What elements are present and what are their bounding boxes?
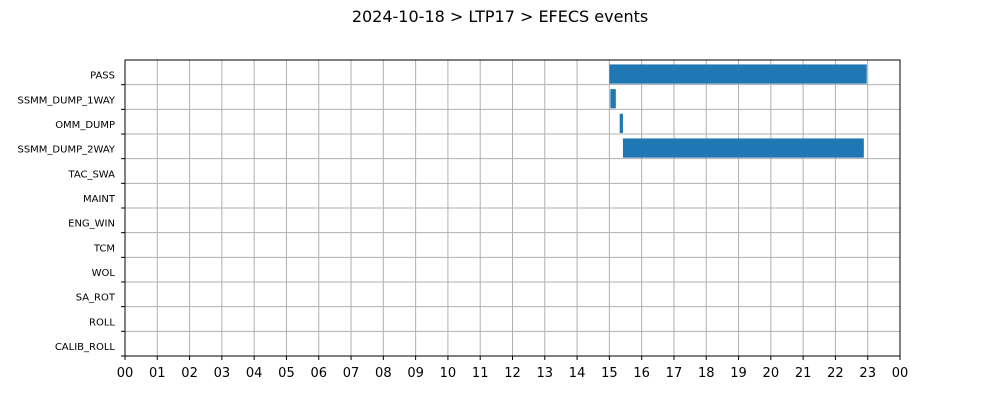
x-tick-label: 05: [278, 366, 295, 381]
x-tick-label: 20: [763, 366, 780, 381]
bars: [609, 64, 867, 158]
x-tick-label: 09: [407, 366, 424, 381]
x-tick-label: 04: [246, 366, 263, 381]
y-tick-label: SSMM_DUMP_2WAY: [17, 145, 115, 156]
x-tick-label: 14: [569, 366, 586, 381]
x-tick-label: 00: [892, 366, 909, 381]
x-tick-label: 07: [343, 366, 360, 381]
event-bar: [609, 64, 867, 84]
x-tick-label: 19: [730, 366, 747, 381]
y-tick-label: TCM: [93, 243, 115, 254]
x-tick-label: 06: [310, 366, 327, 381]
y-tick-label: PASS: [90, 71, 115, 82]
x-tick-label: 12: [504, 366, 521, 381]
x-tick-label: 13: [537, 366, 554, 381]
grid: [125, 60, 900, 356]
x-tick-label: 16: [633, 366, 650, 381]
x-tick-label: 02: [181, 366, 198, 381]
x-tick-label: 17: [666, 366, 683, 381]
x-tick-label: 22: [827, 366, 844, 381]
x-tick-label: 15: [601, 366, 618, 381]
y-tick-label: CALIB_ROLL: [55, 342, 116, 353]
event-bar: [619, 113, 623, 134]
x-tick-label: 21: [795, 366, 812, 381]
event-bar: [622, 138, 864, 158]
y-tick-label: SA_ROT: [76, 293, 116, 304]
x-tick-label: 11: [472, 366, 489, 381]
y-tick-label: MAINT: [83, 194, 116, 205]
y-tick-label: OMM_DUMP: [55, 120, 115, 131]
y-tick-label: ENG_WIN: [68, 219, 115, 230]
y-tick-label: WOL: [92, 268, 116, 279]
y-axis: PASS SSMM_DUMP_1WAY OMM_DUMP SSMM_DUMP_2WAY…: [17, 71, 125, 357]
x-tick-label: 18: [698, 366, 715, 381]
x-tick-label: 08: [375, 366, 392, 381]
y-tick-label: ROLL: [89, 317, 115, 328]
event-bar: [610, 89, 616, 109]
y-tick-label: SSMM_DUMP_1WAY: [17, 95, 115, 106]
y-tick-label: TAC_SWA: [67, 169, 115, 180]
x-tick-label: 10: [440, 366, 457, 381]
x-tick-label: 00: [117, 366, 134, 381]
chart-title: 2024-10-18 > LTP17 > EFECS events: [352, 7, 648, 26]
x-axis: 00 01 02 03 04 05 06 07 08 09 10 11 12 13 14 15 16 17 18 19…: [117, 356, 909, 381]
x-tick-label: 23: [859, 366, 876, 381]
x-tick-label: 01: [149, 366, 166, 381]
x-tick-label: 03: [214, 366, 231, 381]
